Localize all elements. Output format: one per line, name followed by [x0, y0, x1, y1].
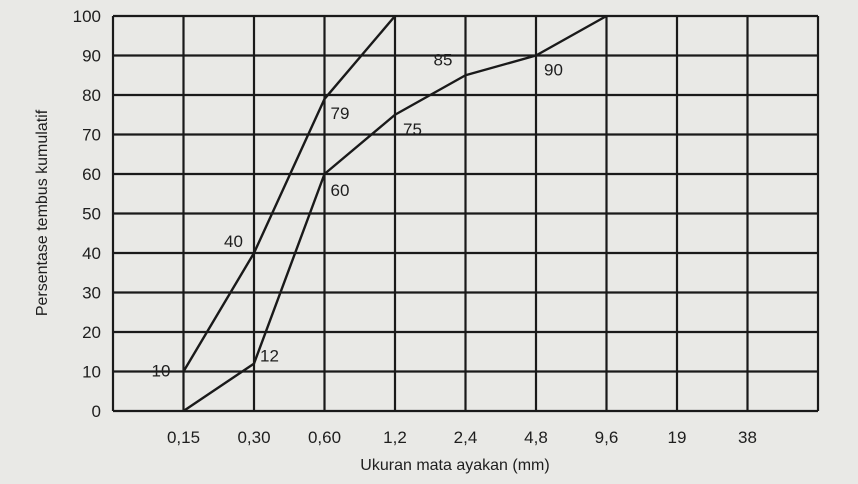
- x-tick-label: 38: [738, 428, 757, 447]
- grading-curves: [182, 14, 608, 412]
- y-tick-label: 90: [82, 47, 101, 66]
- curve-upper-limit: [182, 15, 396, 373]
- point-label: 85: [434, 50, 453, 69]
- x-tick-label: 2,4: [454, 428, 478, 447]
- x-tick-label: 4,8: [524, 428, 548, 447]
- y-tick-label: 10: [82, 363, 101, 382]
- x-tick-label: 0,60: [308, 428, 341, 447]
- x-tick-label: 19: [668, 428, 687, 447]
- curve-lower-limit: [182, 14, 608, 412]
- point-label: 75: [403, 120, 422, 139]
- x-axis-ticks: 0,15 0,30 0,60 1,2 2,4 4,8 9,6 19 38: [167, 428, 757, 447]
- point-label: 10: [152, 362, 171, 381]
- point-label: 12: [260, 347, 279, 366]
- chart-grid: [111, 14, 820, 413]
- y-tick-label: 100: [73, 7, 101, 26]
- y-tick-label: 0: [92, 402, 101, 421]
- point-label: 60: [331, 181, 350, 200]
- y-axis-label: Persentase tembus kumulatif: [34, 109, 51, 316]
- y-tick-label: 60: [82, 165, 101, 184]
- y-axis-ticks: 0 10 20 30 40 50 60 70 80 90 100: [73, 7, 101, 421]
- point-label: 79: [331, 104, 350, 123]
- y-tick-label: 70: [82, 126, 101, 145]
- point-label: 90: [544, 61, 563, 80]
- y-tick-label: 40: [82, 244, 101, 263]
- x-tick-label: 0,15: [167, 428, 200, 447]
- x-tick-label: 1,2: [383, 428, 407, 447]
- y-tick-label: 50: [82, 205, 101, 224]
- x-tick-label: 9,6: [595, 428, 619, 447]
- y-tick-label: 30: [82, 284, 101, 303]
- y-tick-label: 20: [82, 323, 101, 342]
- data-point-labels: 10 40 79 12 60 75 85 90: [152, 50, 563, 380]
- x-tick-label: 0,30: [237, 428, 270, 447]
- x-axis-label: Ukuran mata ayakan (mm): [360, 457, 549, 474]
- y-tick-label: 80: [82, 86, 101, 105]
- point-label: 40: [224, 232, 243, 251]
